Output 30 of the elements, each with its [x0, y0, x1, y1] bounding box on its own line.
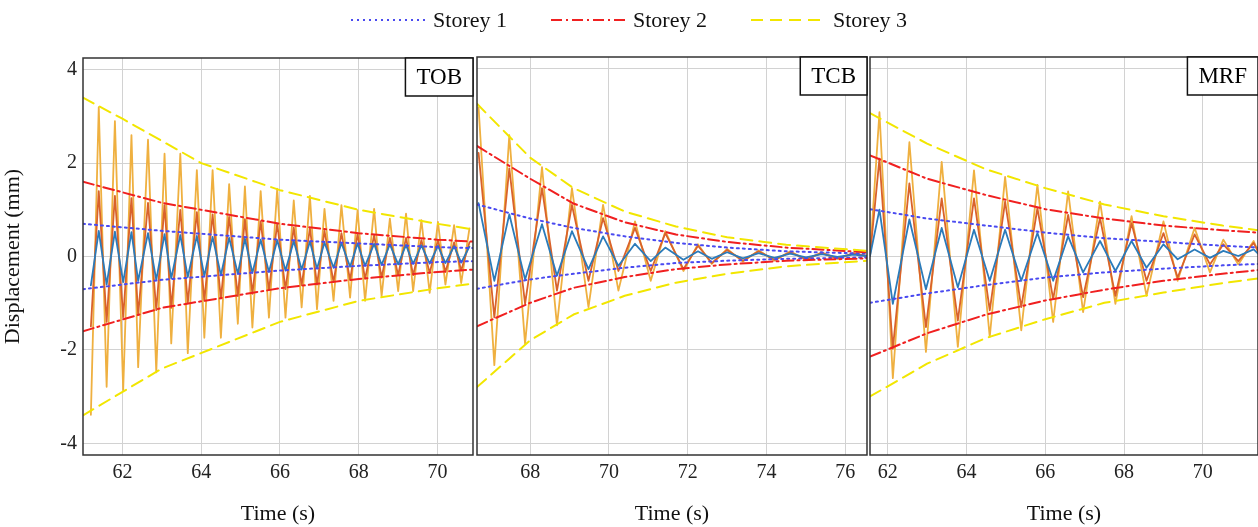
x-tick-label: 68: [1114, 460, 1135, 483]
x-tick-label: 66: [269, 460, 290, 483]
x-tick-label: 76: [835, 460, 856, 483]
y-tick-label: 2: [67, 150, 77, 173]
x-tick-label: 68: [520, 460, 541, 483]
x-tick-label: 62: [877, 460, 898, 483]
legend-label: Storey 3: [832, 7, 907, 33]
y-tick-label: -2: [60, 337, 77, 360]
legend-label: Storey 1: [433, 7, 508, 33]
x-tick-label: 64: [191, 460, 212, 483]
x-tick-label: 66: [1035, 460, 1056, 483]
y-tick-label: 0: [67, 243, 77, 266]
y-axis-title: Displacement (mm): [0, 168, 24, 345]
x-tick-label: 72: [677, 460, 698, 483]
legend-label: Storey 2: [633, 7, 707, 33]
chart-title: MRF: [1198, 63, 1248, 89]
y-tick-label: 4: [67, 56, 77, 79]
chart-title: TCB: [811, 63, 856, 89]
y-tick-label: -4: [60, 430, 77, 453]
x-axis-title: Time (s): [634, 499, 710, 525]
x-tick-label: 74: [756, 460, 777, 483]
x-axis-title: Time (s): [240, 499, 316, 525]
x-tick-label: 70: [1192, 460, 1213, 483]
x-axis-title: Time (s): [1026, 499, 1102, 525]
x-tick-label: 64: [956, 460, 977, 483]
x-tick-label: 68: [348, 460, 369, 483]
x-tick-label: 70: [598, 460, 619, 483]
x-tick-label: 62: [112, 460, 133, 483]
x-tick-label: 70: [427, 460, 448, 483]
chart-title: TOB: [416, 64, 462, 90]
